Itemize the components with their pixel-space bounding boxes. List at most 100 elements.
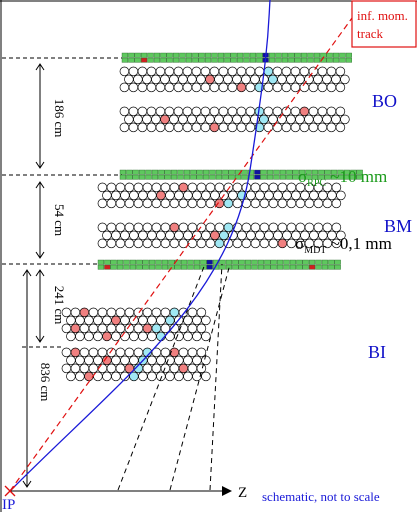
drift-tube bbox=[165, 190, 175, 201]
inf-mom-label: inf. mom. bbox=[357, 8, 408, 23]
drift-tube bbox=[93, 315, 103, 326]
rpc-strip bbox=[260, 174, 267, 180]
rpc-strip bbox=[198, 57, 205, 63]
drift-tube bbox=[299, 122, 310, 133]
drift-tube bbox=[128, 82, 139, 93]
drift-tube bbox=[322, 114, 332, 125]
drift-tube bbox=[111, 331, 121, 342]
drift-tube bbox=[151, 74, 161, 85]
rpc-strip bbox=[273, 174, 280, 180]
drift-tube bbox=[245, 66, 256, 77]
drift-tube bbox=[308, 122, 319, 133]
drift-tube bbox=[84, 315, 94, 326]
drift-tube bbox=[300, 190, 310, 201]
drift-tube bbox=[241, 238, 252, 249]
rpc-strip bbox=[326, 52, 333, 58]
drift-tube bbox=[128, 66, 139, 77]
rpc-strip bbox=[219, 264, 226, 270]
rpc-strip bbox=[206, 264, 213, 270]
drift-tube bbox=[196, 363, 207, 374]
rpc-strip bbox=[281, 57, 289, 63]
drift-tube bbox=[304, 222, 315, 233]
drift-tube bbox=[218, 66, 229, 77]
drift-tube bbox=[273, 190, 283, 201]
drift-tube bbox=[308, 106, 319, 117]
drift-tube bbox=[277, 182, 288, 193]
drift-tube bbox=[196, 307, 207, 318]
drift-tube bbox=[250, 182, 261, 193]
drift-tube bbox=[277, 198, 288, 209]
drift-tube bbox=[191, 122, 202, 133]
drift-tube bbox=[160, 347, 171, 358]
drift-tube bbox=[133, 238, 144, 249]
rpc-strip bbox=[196, 169, 203, 175]
rpc-strip bbox=[296, 259, 303, 265]
drift-tube bbox=[331, 114, 341, 125]
drift-tube bbox=[272, 82, 283, 93]
drift-tube bbox=[201, 190, 211, 201]
rpc-strip bbox=[217, 52, 225, 58]
rpc-strip bbox=[121, 57, 129, 63]
drift-tube bbox=[151, 114, 161, 125]
rpc-strip bbox=[123, 264, 130, 270]
drift-tube bbox=[277, 238, 288, 249]
rpc-strip bbox=[251, 259, 258, 265]
rpc-strip bbox=[350, 169, 357, 175]
drift-tube bbox=[232, 114, 242, 125]
drift-tube bbox=[295, 222, 306, 233]
rpc-strip bbox=[161, 259, 169, 265]
rpc-strip bbox=[236, 57, 244, 63]
mdt-bo-upper bbox=[119, 66, 350, 93]
rpc-strip bbox=[292, 169, 299, 175]
drift-tube bbox=[151, 238, 162, 249]
drift-tube bbox=[263, 82, 274, 93]
drift-tube bbox=[106, 363, 117, 374]
drift-tube bbox=[178, 198, 189, 209]
rpc-strip bbox=[180, 264, 188, 270]
rpc-strip bbox=[179, 52, 186, 58]
drift-tube bbox=[214, 222, 225, 233]
rpc-strip bbox=[126, 174, 133, 180]
rpc-strip bbox=[301, 57, 308, 63]
drift-tube bbox=[156, 230, 166, 241]
drift-tube bbox=[223, 222, 234, 233]
drift-tube bbox=[137, 82, 148, 93]
drift-tube bbox=[160, 182, 171, 193]
drift-tube bbox=[129, 230, 139, 241]
rpc-strip bbox=[134, 52, 141, 58]
drift-tube bbox=[173, 82, 184, 93]
rpc-strip bbox=[228, 169, 235, 175]
ip-label: IP bbox=[2, 497, 15, 512]
rpc-strip bbox=[247, 174, 255, 180]
drift-tube bbox=[313, 74, 323, 85]
mdt-subscript: MDT bbox=[304, 245, 326, 256]
rpc-strip bbox=[267, 174, 274, 180]
drift-tube bbox=[187, 347, 198, 358]
drift-tube bbox=[160, 74, 170, 85]
drift-tube bbox=[272, 106, 283, 117]
rpc-strip bbox=[97, 259, 105, 265]
rpc-strip bbox=[142, 259, 149, 265]
drift-tube bbox=[164, 122, 175, 133]
rpc-strip bbox=[232, 264, 239, 270]
drift-tube bbox=[286, 74, 296, 85]
drift-tube bbox=[255, 190, 265, 201]
mdt-bi-lower bbox=[61, 347, 211, 382]
drift-tube bbox=[340, 114, 350, 125]
rpc-strip bbox=[356, 169, 363, 175]
drift-tube bbox=[120, 355, 130, 366]
drift-tube bbox=[196, 198, 207, 209]
rpc-strip bbox=[177, 169, 184, 175]
drift-tube bbox=[223, 198, 234, 209]
drift-tube bbox=[106, 222, 117, 233]
rpc-strip bbox=[281, 52, 289, 58]
drift-tube bbox=[214, 114, 224, 125]
rpc-strip bbox=[145, 174, 152, 180]
drift-tube bbox=[299, 66, 310, 77]
drift-tube bbox=[155, 122, 166, 133]
drift-tube bbox=[173, 66, 184, 77]
rpc-strip bbox=[339, 52, 346, 58]
rpc-strip bbox=[313, 52, 321, 58]
drift-tube bbox=[106, 323, 117, 334]
rpc-strip bbox=[321, 259, 329, 265]
